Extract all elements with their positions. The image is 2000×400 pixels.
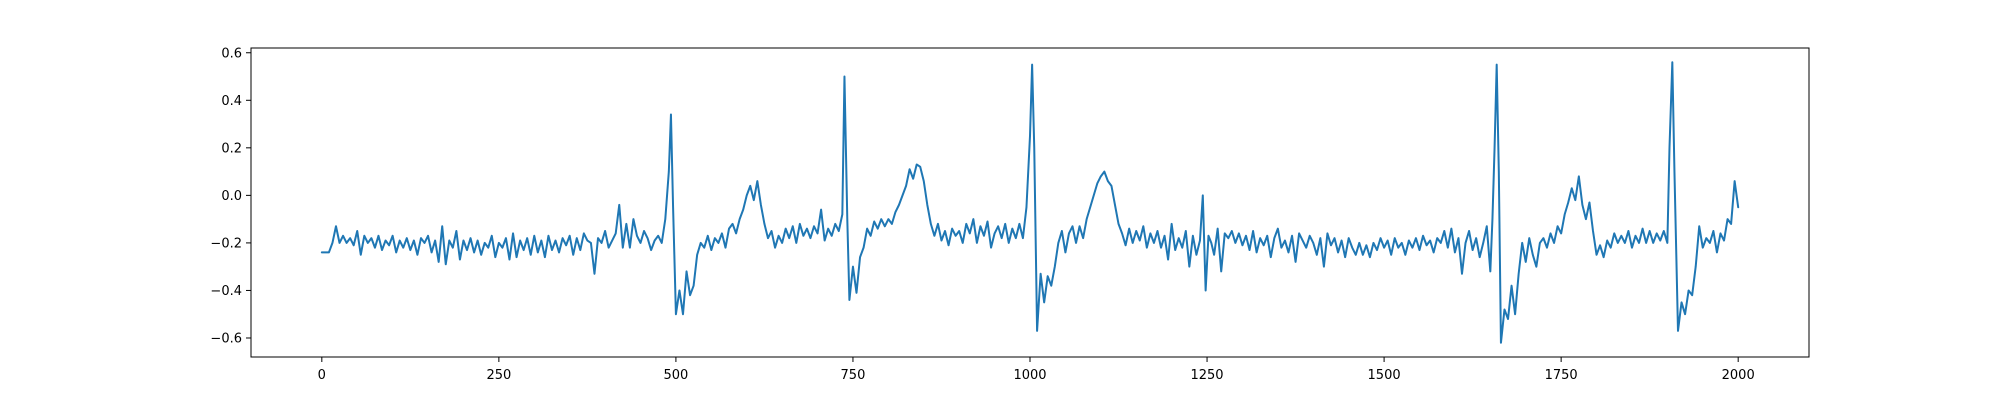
x-tick-label: 1500 [1368,368,1401,383]
y-tick-label: 0.6 [221,46,242,61]
y-tick-label: −0.2 [210,236,242,251]
x-tick-label: 1750 [1545,368,1578,383]
y-tick-label: 0.2 [221,141,242,156]
y-tick-label: 0.0 [221,189,242,204]
axes-frame [250,47,1810,358]
series-line [320,61,1740,344]
x-tick-label: 1000 [1013,368,1046,383]
y-tick-label: −0.4 [210,284,242,299]
y-tick-label: 0.4 [221,94,242,109]
x-tick-label: 1250 [1190,368,1223,383]
x-tick-label: 0 [318,368,326,383]
x-axis: 0 250 500 750 1000 1250 1500 1750 2000 [318,357,1755,383]
x-tick-label: 250 [486,368,511,383]
x-tick-label: 750 [841,368,866,383]
plot-area [250,47,1810,358]
y-axis: −0.6 −0.4 −0.2 0.0 0.2 0.4 0.6 [210,46,251,346]
y-tick-label: −0.6 [210,331,242,346]
x-tick-label: 500 [663,368,688,383]
x-tick-label: 2000 [1722,368,1755,383]
